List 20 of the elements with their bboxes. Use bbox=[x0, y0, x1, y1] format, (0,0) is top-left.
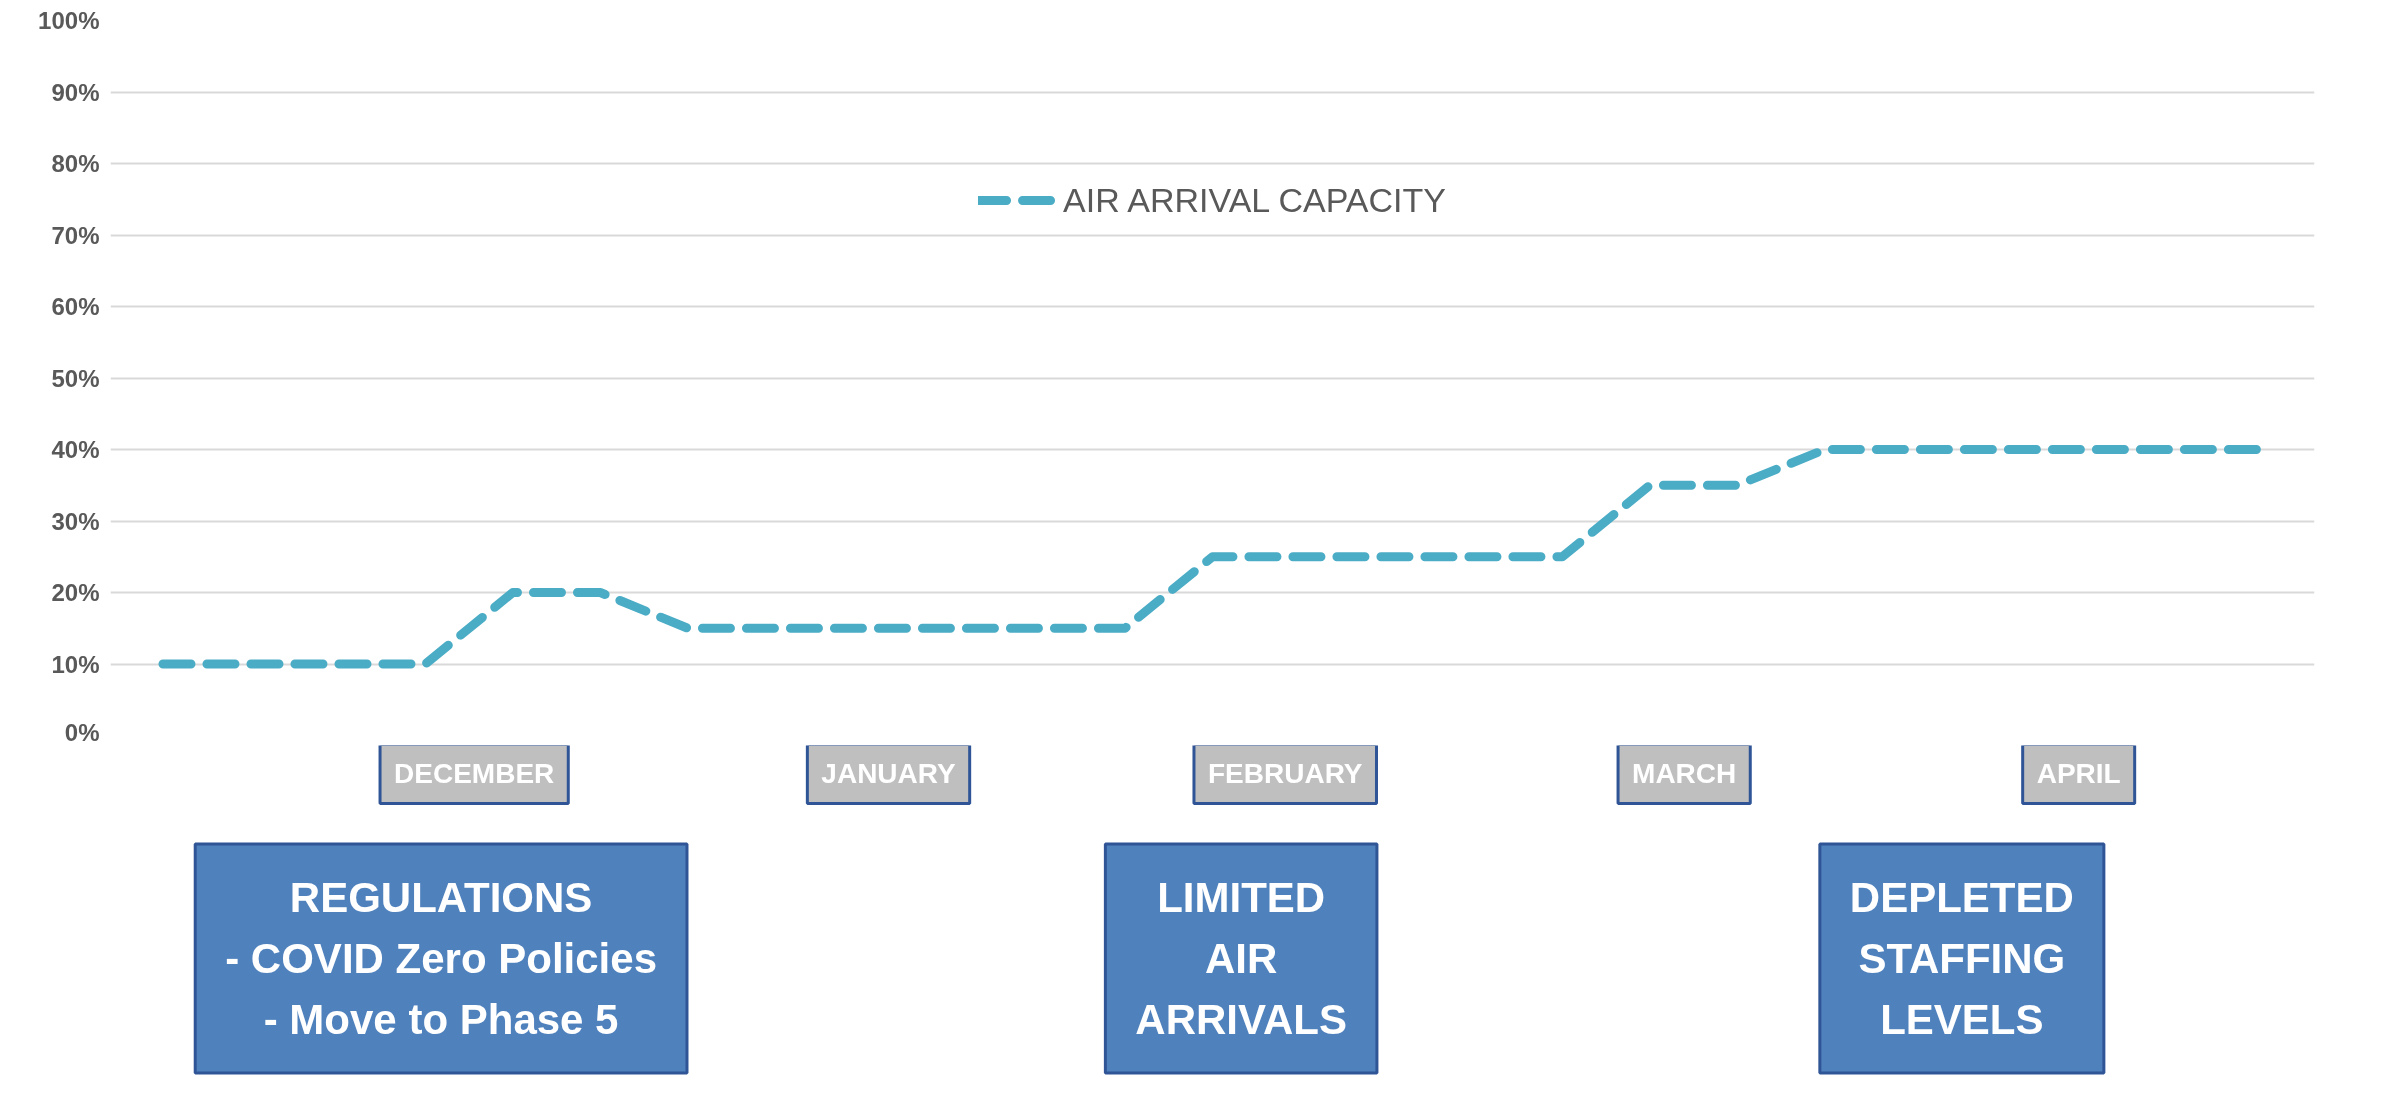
y-tick-label: 40% bbox=[51, 436, 100, 463]
y-tick-label: 70% bbox=[51, 221, 100, 249]
y-tick-label: 100% bbox=[38, 7, 100, 34]
y-tick-label: 80% bbox=[51, 150, 100, 177]
text: DECEMBER bbox=[394, 758, 555, 790]
legend-label: AIR ARRIVAL CAPACITY bbox=[1063, 180, 1446, 220]
y-tick-label: 60% bbox=[51, 293, 100, 320]
y-tick-label: 90% bbox=[51, 78, 100, 106]
y-tick-label: 10% bbox=[51, 650, 100, 678]
y-tick-label: 20% bbox=[51, 579, 100, 606]
text: JANUARY bbox=[821, 758, 956, 790]
text: DEPLETED STAFFING LEVELS bbox=[1849, 873, 2074, 1044]
text: FEBRUARY bbox=[1207, 758, 1363, 790]
text: LIMITED AIR ARRIVALS bbox=[1135, 873, 1347, 1044]
text: MARCH bbox=[1632, 758, 1737, 790]
text: APRIL bbox=[2036, 758, 2121, 790]
y-tick-label: 30% bbox=[51, 507, 100, 535]
y-tick-label: 50% bbox=[51, 364, 100, 392]
y-tick-label: 0% bbox=[64, 718, 100, 746]
text: REGULATIONS - COVID Zero Policies - Move to Phase 5 bbox=[225, 873, 657, 1044]
